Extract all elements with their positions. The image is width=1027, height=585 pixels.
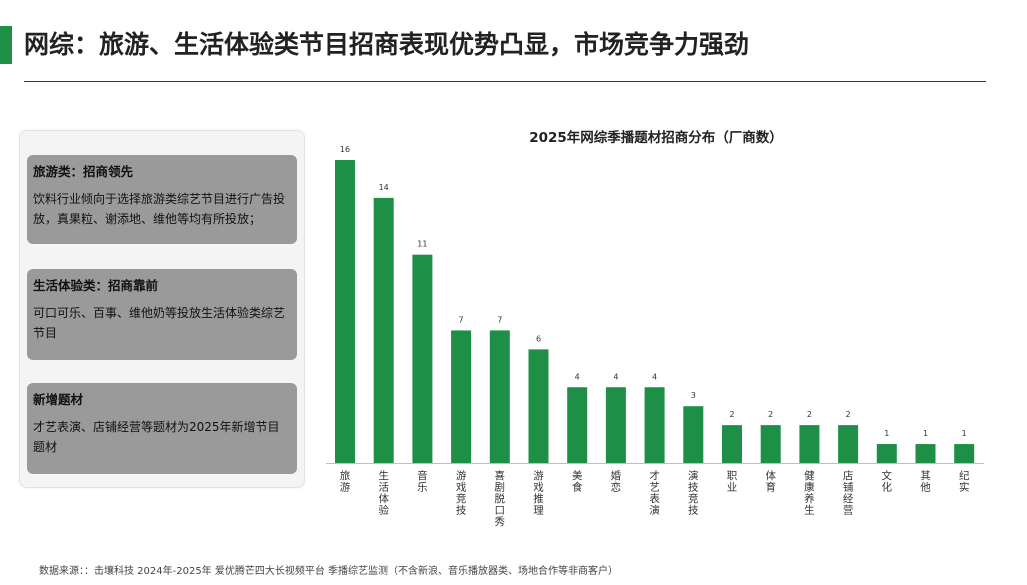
title-divider — [24, 81, 986, 82]
bar — [876, 444, 897, 463]
bar — [335, 160, 355, 463]
bar-value-label: 1 — [884, 429, 889, 438]
bar — [605, 387, 626, 463]
bar — [567, 387, 588, 463]
x-tick-label: 喜剧脱口秀 — [495, 469, 506, 528]
x-tick-label: 游戏竞技 — [456, 469, 467, 517]
bar — [528, 349, 549, 463]
bar — [644, 387, 665, 463]
bar — [373, 197, 394, 463]
insight-card-lifestyle: 生活体验类：招商靠前 可口可乐、百事、维他奶等投放生活体验类综艺节目 — [27, 269, 297, 360]
bar-value-label: 4 — [613, 372, 618, 381]
x-tick-label: 健康养生 — [804, 470, 815, 517]
bar — [683, 406, 704, 463]
bar-value-label: 16 — [340, 145, 350, 154]
data-source-note: 数据来源：：击壤科技 2024年-2025年 爱优腾芒四大长视频平台 季播综艺监… — [39, 566, 619, 577]
x-tick-label: 纪实 — [959, 470, 970, 494]
bar — [954, 444, 975, 463]
insight-card-title: 旅游类：招商领先 — [33, 164, 134, 179]
bar — [412, 254, 433, 463]
x-tick-label: 体育 — [765, 470, 776, 494]
insight-card-body: 可口可乐、百事、维他奶等投放生活体验类综艺节目 — [33, 306, 286, 340]
x-tick-label: 美食 — [572, 469, 583, 494]
bar-value-label: 4 — [575, 372, 580, 381]
x-tick-label: 店铺经营 — [843, 469, 854, 517]
bar-value-label: 2 — [768, 410, 773, 419]
x-tick-label: 才艺表演 — [649, 469, 660, 517]
bar-value-label: 14 — [379, 183, 389, 192]
insight-card-body: 才艺表演、店铺经营等题材为2025年新增节目题材 — [33, 420, 280, 454]
x-tick-label: 演技竞技 — [688, 469, 699, 517]
insight-card-new-topics: 新增题材 才艺表演、店铺经营等题材为2025年新增节目题材 — [27, 383, 297, 474]
bar — [451, 330, 472, 463]
bar-value-label: 6 — [536, 334, 541, 343]
bar — [915, 444, 936, 463]
bar-value-label: 2 — [729, 410, 734, 419]
x-tick-label: 旅游 — [340, 469, 351, 494]
bar-value-label: 4 — [652, 372, 657, 381]
insight-card-title: 新增题材 — [33, 392, 84, 407]
x-tick-label: 生活体验 — [378, 469, 389, 517]
x-tick-label: 文化 — [882, 469, 893, 494]
x-tick-label: 婚恋 — [611, 469, 622, 494]
bar-value-label: 1 — [923, 429, 928, 438]
page-title: 网综：旅游、生活体验类节目招商表现优势凸显，市场竞争力强劲 — [24, 30, 750, 59]
bar — [722, 425, 742, 463]
bar — [760, 425, 781, 463]
bar-value-label: 3 — [691, 391, 696, 400]
insight-card-travel: 旅游类：招商领先 饮料行业倾向于选择旅游类综艺节目进行广告投放，真果粒、谢添地、… — [27, 155, 297, 244]
x-tick-label: 其他 — [920, 470, 931, 494]
bar-value-label: 2 — [807, 410, 812, 419]
x-tick-label: 职业 — [727, 470, 738, 494]
bar — [799, 425, 820, 463]
bar-value-label: 11 — [417, 240, 427, 249]
x-tick-label: 游戏推理 — [533, 469, 544, 517]
chart-title: 2025年网综季播题材招商分布（厂商数） — [529, 130, 783, 146]
title-accent-bar — [0, 26, 12, 64]
bar — [489, 330, 510, 463]
x-tick-label: 音乐 — [417, 469, 428, 494]
bar — [838, 425, 859, 463]
bar-value-label: 2 — [846, 410, 851, 419]
bar-value-label: 7 — [497, 315, 502, 324]
insight-card-title: 生活体验类：招商靠前 — [33, 278, 159, 293]
bar-value-label: 1 — [962, 429, 967, 438]
bar-value-label: 7 — [459, 315, 464, 324]
insight-card-body: 饮料行业倾向于选择旅游类综艺节目进行广告投放，真果粒、谢添地、维他等均有所投放； — [33, 192, 286, 226]
